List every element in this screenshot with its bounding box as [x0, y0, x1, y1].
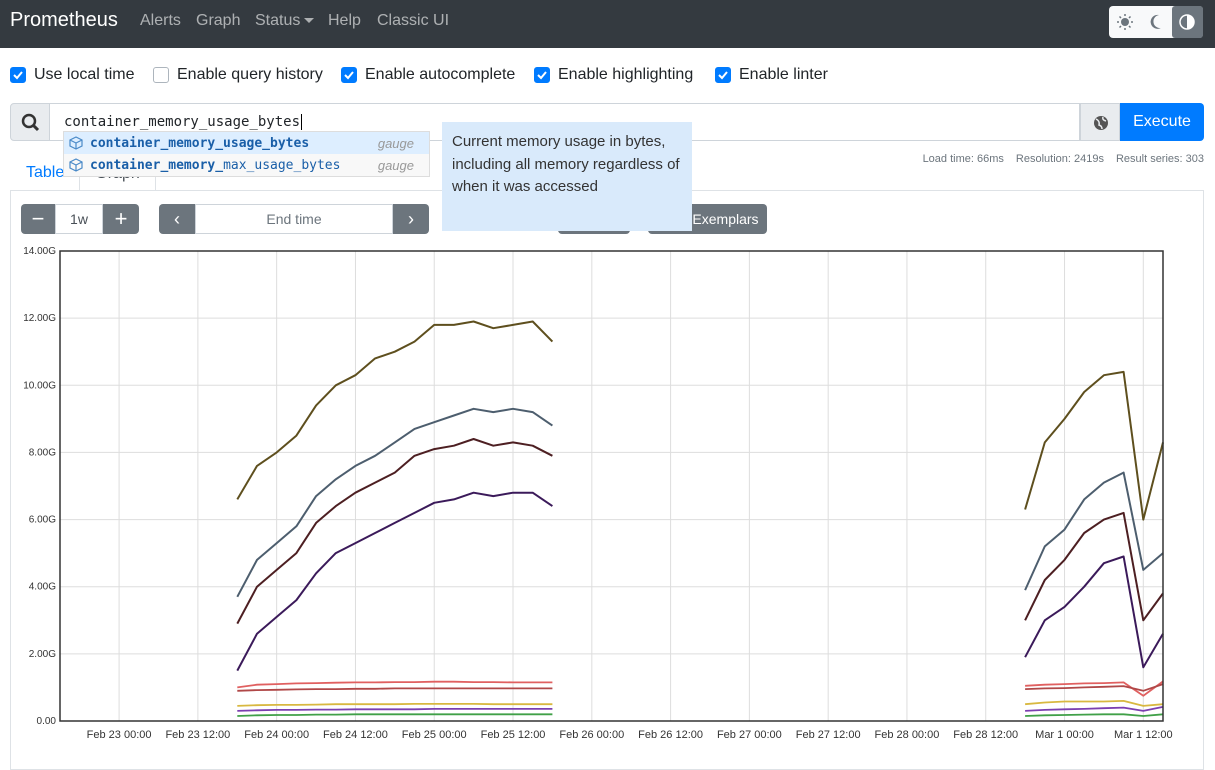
x-tick-label: Feb 24 12:00	[323, 729, 388, 741]
option-label: Enable query history	[177, 66, 323, 83]
stat: Result series: 303	[1115, 153, 1204, 165]
y-tick-label: 12.00G	[23, 313, 56, 324]
autocomplete-item[interactable]: container_memory_usage_bytes gauge	[64, 132, 429, 154]
series-line	[237, 680, 1164, 697]
x-tick-label: Feb 27 00:00	[717, 729, 782, 741]
y-tick-label: 0.00	[37, 716, 57, 727]
globe-icon	[1094, 116, 1108, 130]
plot-frame	[59, 250, 1164, 722]
navbar: Prometheus Alerts Graph Status Help Classic …	[0, 0, 1215, 48]
x-tick-label: Feb 25 00:00	[402, 729, 467, 741]
x-tick-label: Feb 26 12:00	[638, 729, 703, 741]
option-label: Enable linter	[739, 66, 828, 83]
series-line	[236, 491, 1164, 672]
stat: Load time: 66ms	[922, 153, 1004, 165]
match-text: container_memory_usage_bytes	[90, 135, 310, 151]
metric-icon	[69, 158, 83, 176]
nav-link[interactable]: Status	[255, 12, 315, 30]
series-line	[237, 713, 1164, 717]
autocomplete-info: Current memory usage in bytes, including…	[442, 122, 692, 231]
y-tick-label: 10.00G	[23, 380, 56, 391]
execute-button[interactable]: Execute	[1120, 103, 1204, 141]
theme-icons	[1117, 6, 1203, 38]
sun-icon[interactable]	[1121, 18, 1129, 26]
range-plus[interactable]: +	[103, 204, 139, 234]
dropdown-caret	[304, 18, 315, 24]
query-text: container_memory_usage_bytes	[64, 114, 301, 130]
checkbox[interactable]	[534, 67, 550, 83]
metrics-explorer[interactable]	[1080, 103, 1120, 141]
check	[13, 71, 23, 80]
series-line	[236, 438, 1164, 625]
rest-text: max_usage_bytes	[223, 157, 341, 173]
metric-type: gauge	[377, 157, 414, 173]
check	[344, 71, 354, 80]
x-tick-label: Feb 26 00:00	[559, 729, 624, 741]
x-tick-label: Feb 23 00:00	[87, 729, 152, 741]
range-input[interactable]: 1w	[55, 204, 103, 234]
theme-toggle	[1109, 6, 1203, 38]
moon-icon[interactable]	[1150, 14, 1161, 29]
cube-icon	[69, 136, 83, 150]
series-line	[237, 706, 1164, 712]
autocomplete-list: container_memory_usage_bytes gauge contain…	[63, 131, 430, 177]
checkbox[interactable]	[341, 67, 357, 83]
option[interactable]: Enable query history	[153, 66, 323, 84]
x-tick-label: Mar 1 12:00	[1114, 729, 1173, 741]
x-tick-label: Feb 28 12:00	[953, 729, 1018, 741]
series-line	[237, 700, 1164, 707]
checkbox[interactable]	[10, 67, 26, 83]
match-text: container_memory_	[90, 157, 224, 173]
checkbox[interactable]	[153, 67, 169, 83]
checkbox[interactable]	[715, 67, 731, 83]
nav-link[interactable]: Graph	[196, 12, 241, 29]
brand[interactable]: Prometheus	[10, 9, 118, 31]
y-tick-label: 6.00G	[29, 515, 56, 526]
tab-table[interactable]: Table	[26, 164, 65, 181]
query-stats: Load time: 66ms Resolution: 2419s Result s…	[923, 153, 1204, 165]
range-minus[interactable]: −	[21, 204, 55, 234]
series-line	[237, 683, 1164, 692]
series-line	[236, 407, 1164, 598]
chart: 0.00 2.00G 4.00G 6.00G 8.00G 10.00G 12.00G 14.0…	[23, 246, 1173, 741]
option-label: Enable autocomplete	[365, 66, 516, 83]
autocomplete-item[interactable]: container_memory_ max_usage_bytes gauge	[64, 154, 429, 176]
nav-link[interactable]: Classic UI	[377, 12, 450, 29]
x-tick-label: Feb 25 12:00	[481, 729, 546, 741]
x-tick-label: Feb 28 00:00	[875, 729, 940, 741]
series-line	[236, 320, 1164, 521]
stat: Resolution: 2419s	[1015, 153, 1104, 165]
x-tick-label: Feb 24 00:00	[244, 729, 309, 741]
end-time-input[interactable]: End time	[195, 204, 393, 234]
option[interactable]: Enable highlighting	[534, 66, 693, 84]
y-tick-label: 8.00G	[29, 447, 56, 458]
y-tick-label: 14.00G	[23, 246, 56, 257]
option-label: Enable highlighting	[558, 66, 694, 83]
option[interactable]: Use local time	[10, 66, 134, 84]
option-label: Use local time	[34, 66, 135, 83]
check	[537, 71, 547, 80]
search-icon-box	[10, 103, 50, 141]
option[interactable]: Enable autocomplete	[341, 66, 515, 84]
metric-icon	[69, 136, 83, 154]
nav-link[interactable]: Alerts	[140, 12, 181, 29]
x-tick-label: Feb 23 12:00	[165, 729, 230, 741]
x-tick-label: Mar 1 00:00	[1035, 729, 1094, 741]
option[interactable]: Enable linter	[715, 66, 828, 84]
time-forward[interactable]: ›	[393, 204, 429, 234]
cube-icon	[69, 158, 83, 172]
y-tick-label: 4.00G	[29, 582, 56, 593]
y-tick-label: 2.00G	[29, 649, 56, 660]
x-tick-label: Feb 27 12:00	[796, 729, 861, 741]
nav-link[interactable]: Help	[328, 12, 361, 29]
time-back[interactable]: ‹	[159, 204, 195, 234]
check	[718, 71, 728, 80]
search-icon	[21, 113, 40, 132]
metric-type: gauge	[377, 135, 414, 151]
